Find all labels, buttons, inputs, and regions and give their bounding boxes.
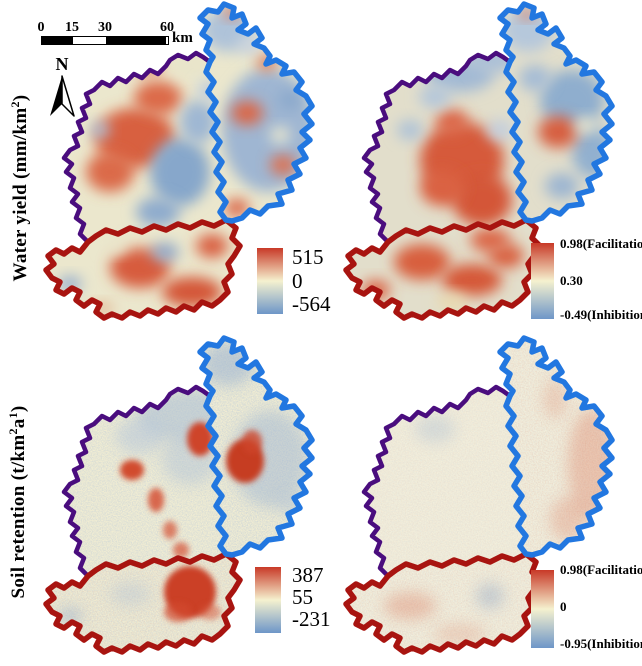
map-soil-retention-association	[340, 334, 640, 666]
raster-water-yield-west	[86, 54, 222, 242]
map-water-yield	[40, 0, 340, 333]
legend-water-assoc-mid: 0.30	[560, 273, 583, 288]
legend-water-assoc-max: 0.98(Facilitation)	[560, 236, 642, 251]
scalebar	[41, 36, 169, 45]
legend-soil-retention-max: 387	[292, 563, 324, 587]
raster-water-assoc-south	[362, 228, 524, 310]
legend-soil-assoc-min: -0.95(Inhibition)	[560, 636, 642, 651]
legend-water-yield-max: 515	[292, 245, 324, 269]
raster-soil-west	[64, 387, 226, 574]
scalebar-tick-30: 30	[98, 20, 112, 35]
raster-soil-assoc-west	[364, 387, 526, 574]
scalebar-segment-black	[106, 37, 166, 44]
legend-water-yield-min: -564	[292, 292, 331, 316]
north-arrow-icon	[50, 75, 75, 117]
row-label-soil-mid: a	[8, 418, 30, 429]
legend-soil-assoc-mid: 0	[560, 599, 567, 614]
raster-water-yield-east	[202, 6, 312, 217]
row-label-soil-retention: Soil retention (t/km2a1)	[6, 405, 30, 598]
row-label-soil-sup2: 1	[5, 412, 20, 419]
scalebar-segment-black	[42, 37, 73, 44]
raster-water-assoc-west	[397, 53, 518, 226]
scalebar-tick-0: 0	[37, 20, 45, 35]
legend-soil-assoc-max: 0.98(Facilitation)	[560, 562, 642, 577]
north-label: N	[55, 54, 69, 74]
row-label-water-sup: 2	[7, 101, 22, 108]
legend-water-yield-mid: 0	[292, 269, 303, 293]
legend-soil-retention-mid: 55	[292, 585, 313, 609]
raster-water-yield-south	[58, 234, 228, 314]
scalebar-unit: km	[172, 30, 193, 46]
scalebar-segment-white	[73, 37, 106, 44]
colorbar-soil-association	[531, 570, 554, 648]
colorbar-soil-retention	[255, 567, 281, 633]
scalebar-tick-60: 60	[160, 20, 174, 35]
colorbar-water-yield	[257, 248, 283, 314]
legend-soil-retention-min: -231	[292, 607, 331, 631]
row-label-soil-close: )	[8, 405, 30, 413]
row-label-soil-sup1: 2	[5, 428, 20, 435]
row-label-water-close: )	[10, 94, 32, 102]
scalebar-tick-15: 15	[65, 20, 79, 35]
row-label-water-yield: Water yield (mm/km2)	[8, 95, 32, 282]
colorbar-water-association	[531, 243, 554, 319]
row-label-soil-text: Soil retention (t/km	[8, 434, 30, 599]
map-water-yield-association	[340, 0, 640, 333]
legend-water-assoc-min: -0.49(Inhibition)	[560, 307, 642, 322]
row-label-water-text: Water yield (mm/km	[10, 107, 32, 282]
raster-water-assoc-east	[502, 8, 612, 199]
